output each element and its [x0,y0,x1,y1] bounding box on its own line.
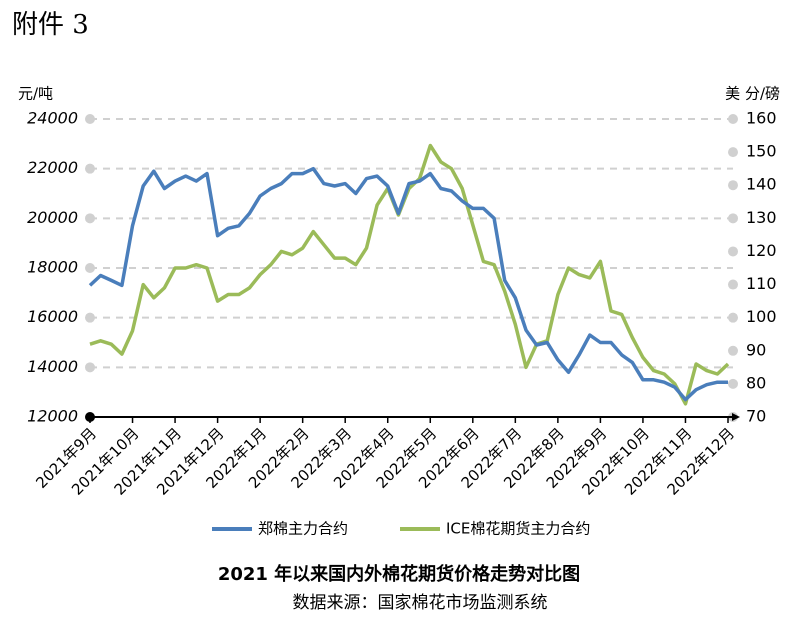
y-tick-label: 12000 [27,407,78,426]
y2-tick-dot [728,180,738,191]
y2-tick-dot [728,345,738,356]
y-tick-label: 14000 [27,357,78,376]
y2-tick-label: 100 [746,307,777,326]
legend-label: 郑棉主力合约 [258,520,348,538]
y-tick-dot [85,362,95,373]
y-tick-label: 16000 [27,307,78,326]
y-tick-label: 22000 [27,158,78,177]
y-tick-label: 24000 [27,109,78,128]
page-title: 附件 3 [12,10,89,40]
legend-label: ICE棉花期货主力合约 [446,520,590,538]
y2-tick-dot [728,378,738,389]
y2-tick-label: 70 [746,407,766,426]
y-tick-dot [85,213,95,224]
y2-tick-label: 110 [746,274,777,293]
y-tick-label: 18000 [27,258,78,277]
y2-tick-dot [728,312,738,323]
y2-tick-label: 150 [746,142,777,161]
y2-tick-dot [728,213,738,224]
y2-tick-label: 80 [746,373,766,392]
y-tick-dot [85,263,95,273]
y2-tick-label: 130 [746,208,777,227]
y2-tick-label: 90 [746,340,766,359]
chart-title: 2021 年以来国内外棉花期货价格走势对比图 [218,563,580,585]
chart-subtitle: 数据来源：国家棉花市场监测系统 [293,593,548,613]
y2-tick-label: 160 [746,109,777,128]
y2-tick-dot [728,246,738,257]
y-tick-dot [85,114,95,124]
y2-tick-label: 140 [746,175,777,194]
y2-tick-dot [728,114,738,124]
y2-axis-label: 美 分/磅 [725,85,780,103]
y-tick-dot [85,312,95,323]
y-axis-label: 元/吨 [18,85,53,103]
y2-tick-dot [728,279,738,290]
y2-tick-label: 120 [746,241,777,260]
series-line [88,166,728,402]
y-tick-label: 20000 [27,208,78,227]
x-axis-arrow [732,413,740,421]
y-tick-dot [85,163,95,174]
y2-tick-dot [728,147,738,158]
